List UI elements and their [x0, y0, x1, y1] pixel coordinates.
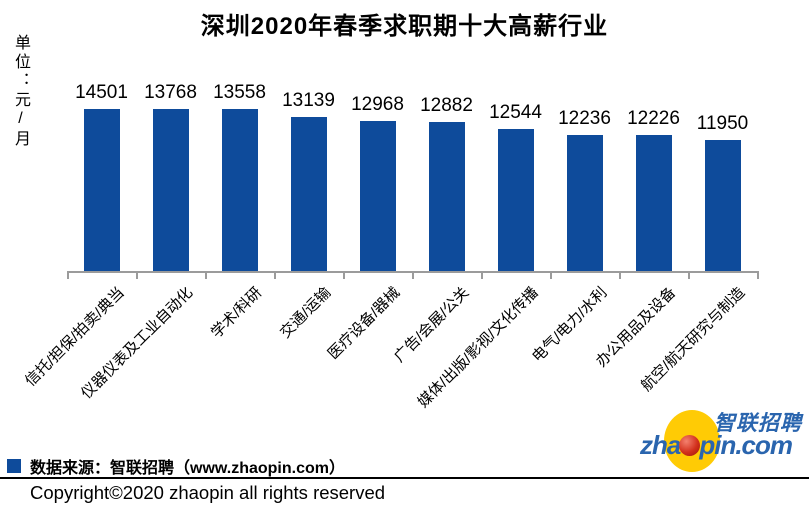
bar-slot: 12236: [550, 82, 619, 272]
logo-cn-text: 智联招聘: [714, 412, 802, 435]
x-axis-tick: [136, 271, 138, 279]
x-axis-category-label: 媒体/出版/影视/文化传播: [414, 284, 542, 412]
x-axis-tick: [481, 271, 483, 279]
bar: [83, 109, 120, 272]
x-axis-tick: [67, 271, 69, 279]
y-axis-unit-label: 单位：元/月: [12, 34, 29, 149]
x-axis-tick: [343, 271, 345, 279]
bar-value-label: 12544: [489, 101, 542, 123]
logo-domain-post: pin.com: [699, 430, 793, 460]
bar: [152, 109, 189, 272]
zhaopin-logo: 智联招聘 zha pin.com: [640, 407, 804, 477]
bar-value-label: 11950: [696, 113, 749, 134]
bar-slot: 12882: [412, 82, 481, 272]
bar: [290, 117, 327, 272]
x-axis-category-label: 学术/科研: [208, 284, 266, 342]
bar: [566, 134, 603, 272]
bar-value-label: 13768: [144, 82, 197, 103]
legend-color-swatch: [7, 459, 21, 473]
bar-value-label: 14501: [75, 82, 128, 103]
logo-domain-text: zha pin.com: [640, 430, 793, 460]
bar-slot: 14501: [67, 82, 136, 272]
x-axis-tick: [412, 271, 414, 279]
bars-container: 14501 13768 13558 13139 12968 12882 12544 12236…: [67, 82, 757, 272]
bar: [221, 109, 258, 272]
chart-title: 深圳2020年春季求职期十大高薪行业: [200, 13, 609, 40]
bar-value-label: 12968: [351, 93, 404, 115]
x-axis-tick: [205, 271, 207, 279]
bar-value-label: 13558: [213, 82, 266, 104]
bar: [359, 120, 396, 272]
bar-slot: 12226: [619, 82, 688, 272]
bar: [704, 140, 741, 272]
x-axis-tick: [757, 271, 759, 279]
x-axis-tick: [619, 271, 621, 279]
x-axis-tick: [688, 271, 690, 279]
logo-red-ball-icon: [679, 435, 701, 456]
copyright-text: Copyright©2020 zhaopin all rights reserv…: [30, 482, 386, 503]
bar-slot: 13768: [136, 82, 205, 272]
legend: 数据来源：智联招聘（www.zhaopin.com）: [7, 454, 345, 478]
bar: [635, 134, 672, 272]
bar-value-label: 12882: [420, 95, 473, 117]
logo-domain-pre: zha: [640, 430, 681, 460]
bar-slot: 12544: [481, 82, 550, 272]
bar-value-label: 12226: [627, 107, 680, 129]
bar: [428, 122, 465, 272]
divider-line: [0, 477, 809, 479]
bar-slot: 12968: [343, 82, 412, 272]
legend-label: 数据来源：智联招聘（www.zhaopin.com）: [30, 460, 345, 477]
bar: [497, 128, 534, 272]
bar-slot: 13558: [205, 82, 274, 272]
bar-value-label: 12236: [558, 107, 611, 129]
bar-slot: 11950: [688, 82, 757, 272]
x-axis-category-label: 交通/运输: [277, 284, 335, 342]
x-axis-tick: [550, 271, 552, 279]
bar-value-label: 13139: [282, 90, 335, 112]
bar-slot: 13139: [274, 82, 343, 272]
x-axis-tick: [274, 271, 276, 279]
